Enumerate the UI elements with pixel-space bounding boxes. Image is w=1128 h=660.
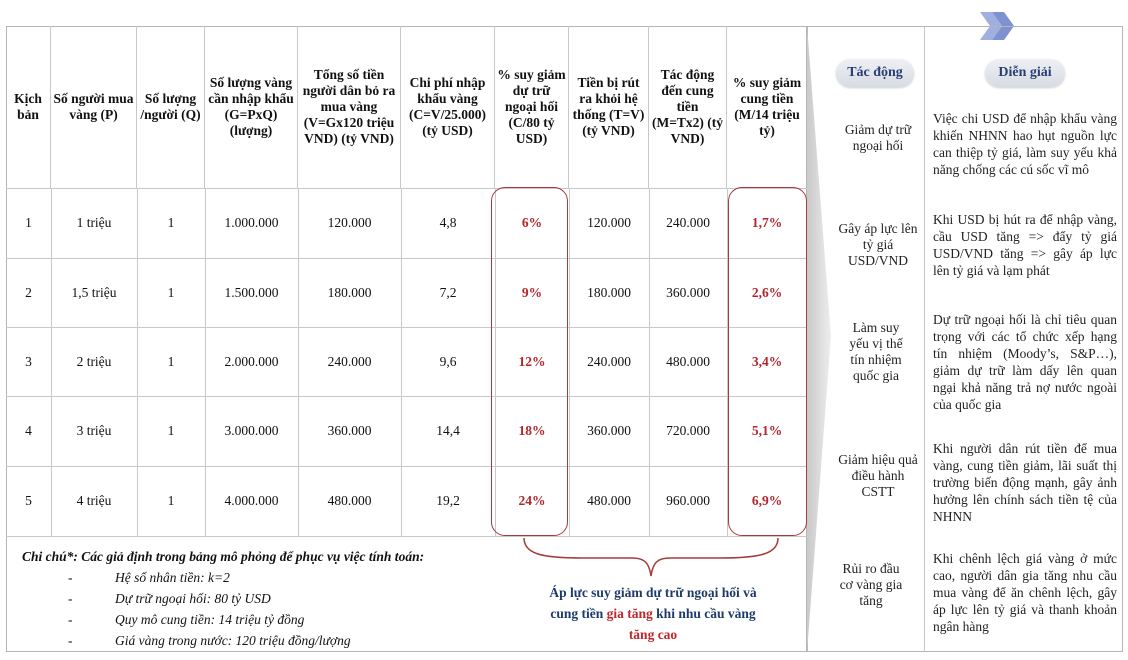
explanation-item: Dự trữ ngoại hối là chỉ tiêu quan trọng … xyxy=(933,312,1117,412)
table-cell: 180.000 xyxy=(327,284,372,300)
table-cell: 1 triệu xyxy=(76,215,112,230)
impact-item: Làm suy yếu vị thế tín nhiệm quốc gia xyxy=(849,320,903,383)
table-cell: 1 xyxy=(167,215,175,230)
table-cell: 120.000 xyxy=(327,215,372,230)
table-cell: 6,9% xyxy=(751,493,783,508)
table-cell: 240.000 xyxy=(666,215,710,230)
header-money-supply-impact: Tác động đến cung tiền (M=Tx2) (tỷ VND) xyxy=(649,26,727,188)
table-cell: 360.000 xyxy=(327,423,372,438)
table-cell: 4.000.000 xyxy=(224,493,279,508)
table-cell: 3 triệu xyxy=(76,423,112,438)
header-money-withdrawn: Tiền bị rút ra khỏi hệ thống (T=V) (tỷ V… xyxy=(569,26,649,188)
table-cell: 2 triệu xyxy=(76,353,112,369)
table-cell: 2 xyxy=(25,284,32,300)
header-import-cost: Chi phí nhập khẩu vàng (C=V/25.000) (tỷ … xyxy=(401,26,495,188)
table-cell: 5,1% xyxy=(751,423,783,438)
table-cell: 120.000 xyxy=(587,215,631,230)
explanation-item: Khi người dân rút tiền để mua vàng, cung… xyxy=(933,441,1117,524)
table-cell: 180.000 xyxy=(587,284,631,300)
table-cell: 960.000 xyxy=(666,493,710,508)
table-cell: 1 xyxy=(25,215,32,230)
footnote-item: Dự trữ ngoại hối: 80 tỷ USD xyxy=(22,588,502,609)
table-cell: 4 triệu xyxy=(76,493,112,508)
table-cell: 4,8 xyxy=(439,215,457,230)
header-money-supply-drop: % suy giảm cung tiền (M/14 triệu tỷ) xyxy=(732,75,802,138)
table-cell: 1.000.000 xyxy=(224,215,279,230)
table-cell: 480.000 xyxy=(666,353,710,369)
table-cell: 18% xyxy=(518,423,546,438)
table-cell: 2.000.000 xyxy=(224,353,279,369)
header-scenario: Kịch bản xyxy=(6,26,51,188)
explanation-item: Khi chênh lệch giá vàng ở mức cao, người… xyxy=(933,551,1117,634)
table-cell: 1 xyxy=(167,284,175,300)
table-cell: 1.500.000 xyxy=(224,284,279,300)
curly-brace xyxy=(523,537,779,577)
footnote-item: Hệ số nhân tiền: k=2 xyxy=(22,567,502,588)
impact-item: Giảm hiệu quả điều hành CSTT xyxy=(838,452,918,499)
impact-item: Giảm dự trữ ngoại hối xyxy=(844,122,912,153)
header-fx-reserve-drop: % suy giảm dự trữ ngoại hối (C/80 tỷ USD… xyxy=(495,26,569,188)
footnote-item: Giá vàng trong nước: 120 triệu đồng/lượn… xyxy=(22,630,502,651)
table-cell: 19,2 xyxy=(436,493,460,508)
table-cell: 4 xyxy=(25,423,32,438)
footnote-title: Chi chú*: Các giả định trong bảng mô phỏ… xyxy=(22,549,425,564)
table-cell: 3 xyxy=(25,353,32,369)
explanation-header: Diễn giải xyxy=(985,59,1065,87)
panel-arrow xyxy=(807,26,831,652)
table-cell: 3,4% xyxy=(751,353,783,369)
header-import-qty: Số lượng vàng cần nhập khẩu (G=PxQ) (lượ… xyxy=(205,26,298,188)
header-total-spend: Tổng số tiền người dân bỏ ra mua vàng (V… xyxy=(298,26,401,188)
table-cell: 1 xyxy=(167,353,175,369)
table-cell: 480.000 xyxy=(587,493,631,508)
impact-header: Tác động xyxy=(836,59,914,87)
header-buyers: Số người mua vàng (P) xyxy=(51,26,137,188)
table-cell: 360.000 xyxy=(666,284,710,300)
impact-item: Gây áp lực lên tỷ giá USD/VND xyxy=(838,221,918,268)
table-cell: 1 xyxy=(167,493,175,508)
table-cell: 9,6 xyxy=(439,353,457,369)
impact-item: Rủi ro đầu cơ vàng gia tăng xyxy=(839,561,903,608)
fx-reserve-highlight xyxy=(491,187,568,536)
table-cell: 1 xyxy=(167,423,175,438)
table-cell: 14,4 xyxy=(436,423,460,438)
table-cell: 5 xyxy=(25,493,32,508)
table-cell: 7,2 xyxy=(439,284,457,300)
table-cell: 6% xyxy=(521,215,543,230)
table-cell: 240.000 xyxy=(327,353,372,369)
footnote: Chi chú*: Các giả định trong bảng mô phỏ… xyxy=(22,546,502,651)
header-qty-per-person: Số lượng /người (Q) xyxy=(137,26,205,188)
table-cell: 1,7% xyxy=(751,215,783,230)
callout-text: Áp lực suy giảm dự trữ ngoại hối và cung… xyxy=(549,585,757,642)
explanation-item: Khi USD bị hút ra để nhập vàng, cầu USD … xyxy=(933,212,1117,278)
table-cell: 720.000 xyxy=(666,423,710,438)
money-supply-highlight xyxy=(728,187,807,536)
table-cell: 1,5 triệu xyxy=(71,284,117,300)
table-cell: 3.000.000 xyxy=(224,423,279,438)
footnote-item: Quy mô cung tiền: 14 triệu tỷ đồng xyxy=(22,609,502,630)
table-cell: 240.000 xyxy=(587,353,631,369)
table-cell: 480.000 xyxy=(327,493,372,508)
table-cell: 9% xyxy=(521,284,543,300)
table-cell: 12% xyxy=(518,353,546,369)
explanation-item: Việc chi USD để nhập khẩu vàng khiến NHN… xyxy=(933,111,1117,177)
table-cell: 24% xyxy=(518,493,546,508)
table-cell: 2,6% xyxy=(751,284,783,300)
table-cell: 360.000 xyxy=(587,423,631,438)
